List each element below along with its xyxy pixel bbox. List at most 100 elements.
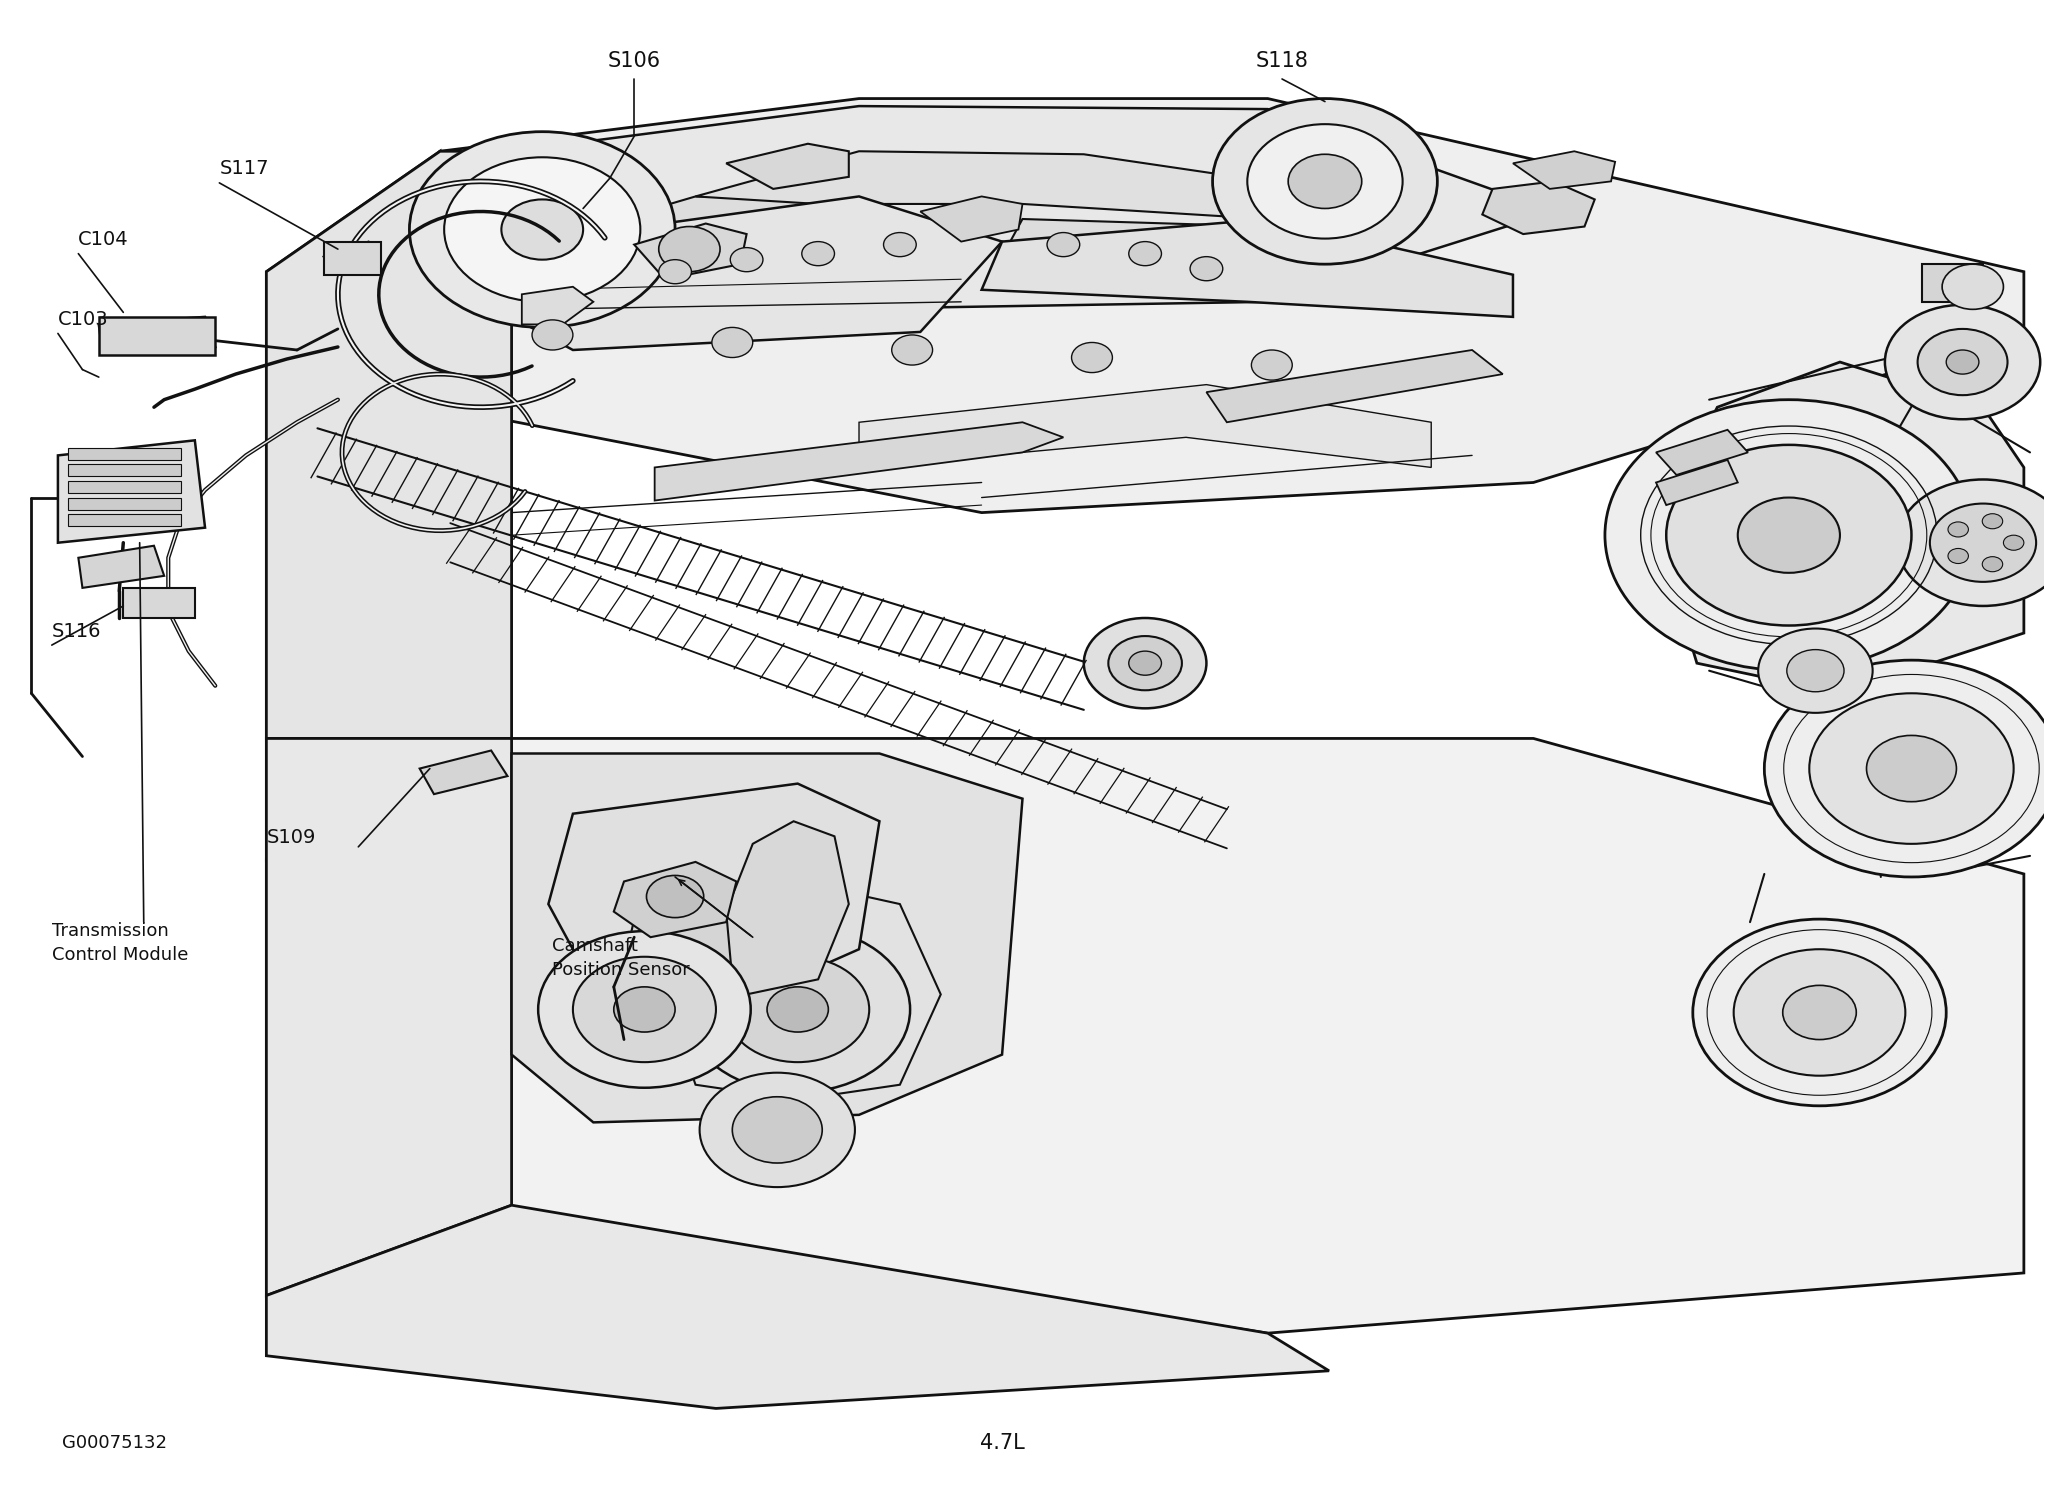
Polygon shape bbox=[634, 223, 746, 279]
Circle shape bbox=[726, 957, 869, 1062]
Text: 4.7L: 4.7L bbox=[980, 1433, 1025, 1453]
Circle shape bbox=[802, 241, 834, 265]
Polygon shape bbox=[1483, 181, 1595, 234]
Text: G00075132: G00075132 bbox=[61, 1435, 168, 1453]
Circle shape bbox=[1129, 241, 1162, 265]
Bar bbox=[98, 316, 215, 354]
Circle shape bbox=[1765, 660, 2045, 877]
Circle shape bbox=[501, 199, 583, 259]
Circle shape bbox=[1787, 650, 1845, 692]
Polygon shape bbox=[624, 897, 798, 995]
Circle shape bbox=[1918, 329, 2008, 395]
Polygon shape bbox=[1656, 429, 1748, 475]
Bar bbox=[67, 481, 180, 493]
Circle shape bbox=[1605, 399, 1973, 671]
Polygon shape bbox=[78, 546, 164, 588]
Bar bbox=[323, 241, 380, 274]
Polygon shape bbox=[982, 219, 1513, 316]
Circle shape bbox=[1734, 949, 1906, 1076]
Circle shape bbox=[1667, 445, 1912, 625]
Circle shape bbox=[1943, 264, 2004, 309]
Text: Camshaft
Position Sensor: Camshaft Position Sensor bbox=[552, 937, 691, 978]
Circle shape bbox=[532, 319, 573, 350]
Polygon shape bbox=[323, 241, 378, 274]
Circle shape bbox=[444, 157, 640, 301]
Circle shape bbox=[1947, 350, 1980, 374]
Circle shape bbox=[1759, 628, 1873, 713]
Polygon shape bbox=[266, 151, 511, 738]
Circle shape bbox=[883, 232, 916, 256]
Text: S116: S116 bbox=[51, 621, 102, 640]
Polygon shape bbox=[920, 196, 1022, 241]
Circle shape bbox=[658, 259, 691, 283]
Circle shape bbox=[1190, 256, 1223, 280]
Polygon shape bbox=[1002, 219, 1472, 301]
Polygon shape bbox=[654, 422, 1063, 500]
Circle shape bbox=[1982, 514, 2002, 529]
Polygon shape bbox=[532, 196, 879, 279]
Circle shape bbox=[699, 1073, 855, 1188]
Circle shape bbox=[409, 131, 675, 327]
Polygon shape bbox=[266, 1206, 1329, 1409]
Text: S118: S118 bbox=[1256, 51, 1309, 71]
Circle shape bbox=[730, 247, 763, 271]
Circle shape bbox=[1885, 304, 2041, 419]
Circle shape bbox=[1898, 479, 2045, 606]
Circle shape bbox=[646, 876, 703, 918]
Polygon shape bbox=[511, 196, 1002, 350]
Text: S117: S117 bbox=[219, 160, 268, 178]
Polygon shape bbox=[726, 821, 849, 995]
Polygon shape bbox=[1207, 350, 1503, 422]
Circle shape bbox=[1108, 636, 1182, 690]
Polygon shape bbox=[1513, 151, 1616, 188]
Circle shape bbox=[1288, 154, 1362, 208]
Circle shape bbox=[1129, 651, 1162, 675]
Polygon shape bbox=[440, 738, 2025, 1334]
Polygon shape bbox=[266, 738, 511, 1296]
Circle shape bbox=[767, 987, 828, 1032]
Polygon shape bbox=[419, 750, 507, 794]
Circle shape bbox=[1867, 735, 1957, 802]
Polygon shape bbox=[521, 286, 593, 324]
Bar bbox=[67, 514, 180, 526]
Circle shape bbox=[614, 987, 675, 1032]
Circle shape bbox=[1084, 618, 1207, 708]
Polygon shape bbox=[1656, 460, 1738, 505]
Circle shape bbox=[1930, 503, 2037, 582]
Circle shape bbox=[1949, 521, 1969, 536]
Text: C103: C103 bbox=[57, 310, 108, 329]
Polygon shape bbox=[1656, 362, 2025, 693]
Bar bbox=[123, 588, 194, 618]
Polygon shape bbox=[511, 754, 1022, 1123]
Circle shape bbox=[712, 327, 753, 357]
Circle shape bbox=[1738, 497, 1840, 573]
Circle shape bbox=[1047, 232, 1080, 256]
Bar bbox=[67, 497, 180, 509]
Circle shape bbox=[1072, 342, 1112, 372]
Circle shape bbox=[1949, 549, 1969, 564]
Polygon shape bbox=[98, 316, 215, 354]
Polygon shape bbox=[614, 862, 736, 937]
Polygon shape bbox=[548, 784, 879, 995]
Text: Transmission
Control Module: Transmission Control Module bbox=[51, 922, 188, 964]
Polygon shape bbox=[511, 105, 1554, 309]
Circle shape bbox=[538, 931, 751, 1088]
Circle shape bbox=[1213, 98, 1438, 264]
Bar bbox=[1922, 264, 1984, 301]
Circle shape bbox=[2004, 535, 2025, 550]
Polygon shape bbox=[266, 738, 440, 1296]
Polygon shape bbox=[440, 98, 2025, 512]
Circle shape bbox=[1982, 556, 2002, 571]
Bar bbox=[67, 448, 180, 460]
Text: C104: C104 bbox=[78, 231, 129, 249]
Circle shape bbox=[658, 226, 720, 271]
Circle shape bbox=[1247, 124, 1403, 238]
Circle shape bbox=[1693, 919, 1947, 1106]
Circle shape bbox=[1252, 350, 1292, 380]
Bar bbox=[67, 464, 180, 476]
Text: S106: S106 bbox=[607, 51, 661, 71]
Text: S109: S109 bbox=[266, 827, 315, 847]
Polygon shape bbox=[57, 440, 204, 543]
Circle shape bbox=[892, 335, 933, 365]
Polygon shape bbox=[695, 151, 1268, 219]
